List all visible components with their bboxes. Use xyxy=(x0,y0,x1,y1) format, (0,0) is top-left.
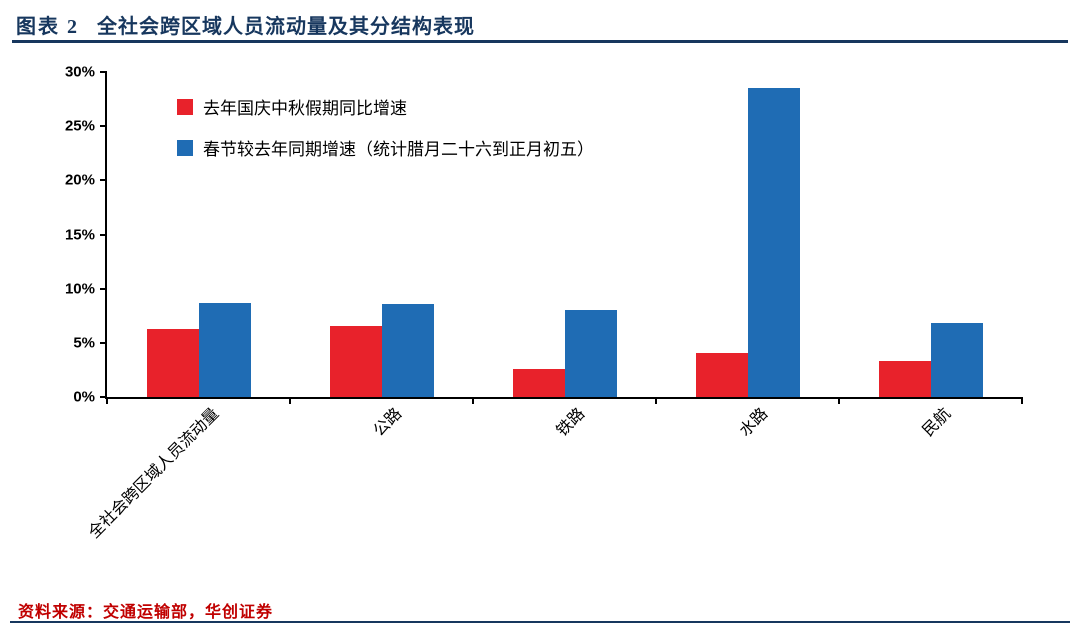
y-axis-tick xyxy=(100,396,107,398)
x-axis-label: 铁路 xyxy=(553,405,588,440)
y-axis-tick xyxy=(100,287,107,290)
bar-red-2 xyxy=(329,325,382,397)
y-axis-tick xyxy=(100,233,107,236)
legend-swatch-red-icon xyxy=(177,98,193,115)
y-axis-tick xyxy=(100,179,107,182)
legend-item-red: 去年国庆中秋假期同比增速 xyxy=(177,94,594,119)
x-axis-label: 公路 xyxy=(370,405,405,440)
x-axis-tick xyxy=(838,397,840,404)
y-axis-label: 25% xyxy=(64,117,95,135)
x-axis-tick xyxy=(106,397,108,404)
x-axis-label: 民航 xyxy=(919,405,954,440)
bar-red-4 xyxy=(695,352,748,397)
legend-item-blue: 春节较去年同期增速（统计腊月二十六到正月初五） xyxy=(177,135,594,160)
bar-chart-plot-area: 去年国庆中秋假期同比增速 春节较去年同期增速（统计腊月二十六到正月初五） 0% 5… xyxy=(65,65,1023,542)
y-axis-label: 10% xyxy=(64,280,95,298)
footer-divider xyxy=(10,621,1070,623)
chart-legend: 去年国庆中秋假期同比增速 春节较去年同期增速（统计腊月二十六到正月初五） xyxy=(177,94,594,176)
bar-red-1 xyxy=(146,328,199,397)
y-axis-tick xyxy=(100,341,107,344)
y-axis-label: 5% xyxy=(73,334,95,352)
y-axis-label: 30% xyxy=(64,63,95,81)
bar-blue-3 xyxy=(564,310,617,397)
figure-number: 图表 2 xyxy=(16,16,79,38)
title-divider xyxy=(12,40,1068,43)
bar-blue-2 xyxy=(381,303,434,397)
y-axis-tick xyxy=(100,125,107,128)
y-axis-tick xyxy=(100,71,107,73)
source-note: 资料来源：交通运输部，华创证券 xyxy=(18,604,274,621)
bar-red-5 xyxy=(878,361,931,397)
x-axis-label: 水路 xyxy=(736,405,771,440)
y-axis-label: 0% xyxy=(73,388,95,406)
x-axis-tick xyxy=(655,397,657,404)
x-axis-tick xyxy=(289,397,291,404)
bar-blue-1 xyxy=(198,302,251,397)
y-axis-label: 20% xyxy=(64,171,95,189)
figure-header: 图表 2 全社会跨区域人员流动量及其分结构表现 xyxy=(16,10,475,39)
bar-red-3 xyxy=(512,368,565,397)
x-axis-tick xyxy=(1021,397,1023,404)
legend-swatch-blue-icon xyxy=(177,139,193,156)
legend-label-red: 去年国庆中秋假期同比增速 xyxy=(203,99,407,118)
y-axis-label: 15% xyxy=(64,226,95,243)
legend-label-blue: 春节较去年同期增速（统计腊月二十六到正月初五） xyxy=(203,140,594,159)
bar-blue-4 xyxy=(747,88,800,397)
figure-title: 全社会跨区域人员流动量及其分结构表现 xyxy=(97,16,475,38)
x-axis-tick xyxy=(472,397,474,404)
x-axis-label: 全社会跨区域人员流动量 xyxy=(85,405,222,542)
bar-blue-5 xyxy=(930,323,983,397)
